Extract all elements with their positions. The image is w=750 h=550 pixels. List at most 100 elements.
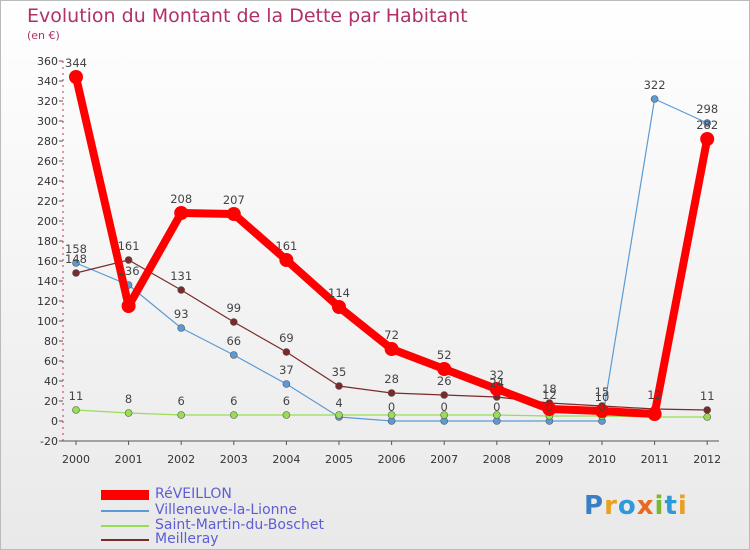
data-label: 99 — [226, 301, 241, 315]
data-label: 0 — [493, 400, 500, 414]
data-point — [177, 411, 185, 419]
x-tick-label: 2009 — [535, 453, 563, 466]
data-point — [703, 406, 712, 414]
data-point — [282, 380, 291, 388]
x-tick-label: 2004 — [272, 453, 300, 466]
y-tick-label: 340 — [37, 75, 58, 88]
data-label: 37 — [279, 363, 294, 377]
data-point — [542, 402, 557, 416]
data-label: 207 — [223, 193, 245, 207]
data-point — [282, 411, 291, 419]
data-label: 4 — [335, 396, 342, 410]
legend-swatch — [101, 525, 149, 527]
data-point — [650, 95, 659, 103]
data-label: 66 — [226, 334, 241, 348]
data-point — [492, 411, 501, 419]
data-label: 12 — [542, 388, 557, 402]
y-tick-label: 20 — [44, 395, 58, 408]
y-tick-label: 260 — [37, 155, 58, 168]
y-tick-label: 80 — [44, 335, 58, 348]
data-label: 344 — [65, 56, 87, 70]
data-label: 28 — [384, 372, 399, 386]
data-label: 12 — [647, 388, 662, 402]
y-tick-label: 280 — [37, 135, 58, 148]
x-tick-label: 2003 — [220, 453, 248, 466]
legend-label: Meilleray — [155, 531, 219, 547]
data-label: 0 — [598, 400, 605, 414]
y-tick-label: 100 — [37, 315, 58, 328]
legend-swatch — [101, 510, 149, 512]
data-label: 161 — [118, 239, 140, 253]
data-point — [647, 407, 662, 421]
data-label: 69 — [279, 331, 294, 345]
data-point — [121, 299, 136, 313]
data-point — [440, 411, 449, 419]
legend-label: Saint-Martin-du-Boschet — [155, 517, 324, 533]
data-point — [230, 351, 238, 359]
x-tick-label: 2011 — [641, 453, 669, 466]
data-label: 52 — [437, 348, 452, 362]
data-label: 32 — [489, 368, 504, 382]
legend-swatch — [101, 539, 149, 541]
x-tick-label: 2012 — [693, 453, 721, 466]
data-label: 0 — [546, 400, 553, 414]
data-point — [700, 132, 715, 146]
data-label: 131 — [170, 269, 192, 283]
data-label: 18 — [542, 382, 557, 396]
data-label: 0 — [441, 400, 448, 414]
data-label: 148 — [65, 252, 87, 266]
data-point — [384, 342, 399, 356]
data-label: 10 — [595, 390, 610, 404]
data-label: 282 — [696, 118, 718, 132]
data-label: 26 — [437, 374, 452, 388]
data-point — [124, 256, 133, 264]
data-point — [387, 411, 396, 419]
data-label: 114 — [328, 286, 350, 300]
data-point — [489, 382, 504, 396]
data-label: 6 — [178, 394, 185, 408]
x-tick-label: 2005 — [325, 453, 353, 466]
data-point — [703, 413, 712, 421]
y-tick-label: 140 — [37, 275, 58, 288]
x-tick-label: 2002 — [167, 453, 195, 466]
data-point — [69, 70, 83, 84]
data-point — [335, 382, 343, 390]
y-tick-label: 240 — [37, 175, 58, 188]
x-tick-label: 2000 — [62, 453, 90, 466]
data-point — [72, 406, 80, 414]
data-label: 35 — [332, 365, 347, 379]
data-point — [177, 324, 185, 332]
y-tick-label: 220 — [37, 195, 58, 208]
data-point — [124, 409, 133, 417]
chart-title: Evolution du Montant de la Dette par Hab… — [27, 5, 468, 27]
x-tick-label: 2006 — [378, 453, 406, 466]
series-layer — [69, 70, 715, 425]
series-villeneuve-la-lionne — [72, 95, 712, 425]
unit-label: (en €) — [27, 29, 60, 42]
data-label: 6 — [283, 394, 290, 408]
data-point — [279, 253, 294, 267]
proxiti-logo: Proxiti — [584, 491, 688, 521]
data-point — [440, 391, 449, 399]
y-tick-label: 360 — [37, 55, 58, 68]
y-tick-label: -20 — [40, 435, 58, 448]
data-label: 161 — [275, 239, 297, 253]
data-point — [230, 411, 238, 419]
data-label: 93 — [174, 307, 189, 321]
data-label: 208 — [170, 192, 192, 206]
y-tick-label: 40 — [44, 375, 58, 388]
y-tick-label: 320 — [37, 95, 58, 108]
data-label: 136 — [118, 264, 140, 278]
data-point — [387, 389, 396, 397]
axes: -200204060801001201401601802002202402602… — [37, 55, 721, 466]
legend-swatch — [101, 490, 149, 500]
data-label: 11 — [700, 389, 715, 403]
x-tick-label: 2010 — [588, 453, 616, 466]
data-point — [437, 362, 452, 376]
series-line — [72, 76, 712, 418]
x-tick-label: 2008 — [483, 453, 511, 466]
data-point — [72, 269, 80, 277]
data-label: 6 — [230, 394, 237, 408]
